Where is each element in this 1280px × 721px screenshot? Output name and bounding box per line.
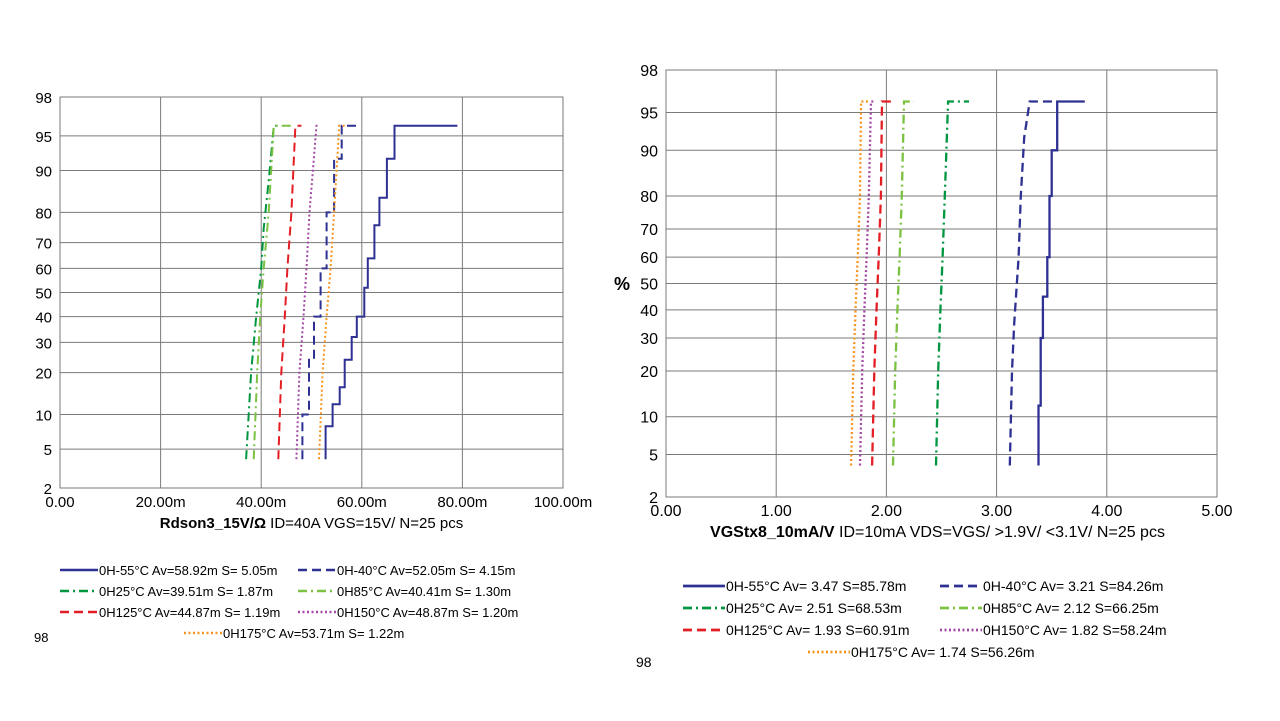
rdson-probability-chart: 0.00 20.00m 40.00m 60.00m 80.00m 100.00m 2 5 10 2… [34, 90, 592, 645]
legend-entry-2: 0H25°C Av= 2.51 S=68.53m [726, 600, 902, 616]
y-tick-label: 5 [44, 442, 52, 459]
y-tick-label: 80 [640, 189, 658, 206]
x-tick-label: 0.00 [45, 494, 74, 511]
x-tick-label: 1.00 [761, 503, 792, 520]
y-tick-label: 40 [640, 303, 658, 320]
series-line-3 [891, 100, 914, 466]
series-line-0 [1037, 100, 1085, 466]
y-tick-label: 20 [640, 364, 658, 381]
x-tick-label: 0.00 [650, 503, 681, 520]
y-tick-label: 98 [640, 63, 658, 80]
legend-entry-4: 0H125°C Av= 1.93 S=60.91m [726, 622, 910, 638]
y-tick-label: 90 [35, 164, 52, 181]
y-tick-label: 10 [35, 407, 52, 424]
x-tick-label: 60.00m [337, 494, 387, 511]
series-line-1 [301, 124, 357, 460]
series-line-4 [277, 124, 302, 460]
series-line-5 [295, 124, 319, 460]
y-tick-label: 2 [649, 490, 658, 507]
x-axis-label-main: VGStx8_10mA/V [710, 524, 835, 541]
footer-fragment: 98 [34, 630, 48, 645]
y-tick-label: 30 [35, 335, 52, 352]
legend-entry-3: 0H85°C Av= 2.12 S=66.25m [983, 600, 1159, 616]
y-tick-label: 90 [640, 143, 658, 160]
x-tick-label: 2.00 [871, 503, 902, 520]
legend-entry-0: 0H-55°C Av= 3.47 S=85.78m [726, 578, 906, 594]
series-line-6 [318, 124, 347, 460]
y-tick-label: 95 [640, 106, 658, 123]
x-tick-label: 80.00m [437, 494, 487, 511]
legend-entry-1: 0H-40°C Av=52.05m S= 4.15m [337, 563, 515, 578]
x-tick-label: 4.00 [1091, 503, 1122, 520]
x-tick-label: 100.00m [534, 494, 592, 511]
legend-entry-4: 0H125°C Av=44.87m S= 1.19m [99, 605, 280, 620]
x-tick-label: 3.00 [981, 503, 1012, 520]
y-tick-label: 30 [640, 331, 658, 348]
legend-entry-1: 0H-40°C Av= 3.21 S=84.26m [983, 578, 1163, 594]
legend-entry-6: 0H175°C Av= 1.74 S=56.26m [851, 644, 1035, 660]
legend-entry-5: 0H150°C Av= 1.82 S=58.24m [983, 622, 1167, 638]
series-line-5 [858, 100, 876, 466]
y-tick-label: 20 [35, 366, 52, 383]
x-axis-label: VGStx8_10mA/V ID=10mA VDS=VGS/ >1.9V/ <3… [710, 524, 1165, 541]
y-tick-label: 10 [640, 410, 658, 427]
legend-entry-5: 0H150°C Av=48.87m S= 1.20m [337, 605, 518, 620]
y-tick-label: 60 [640, 250, 658, 267]
x-axis-label-conditions: ID=10mA VDS=VGS/ >1.9V/ <3.1V/ N=25 pcs [835, 524, 1165, 541]
series-line-0 [324, 124, 458, 460]
y-tick-label: 70 [35, 236, 52, 253]
series-line-2 [934, 100, 969, 466]
y-tick-label: 50 [35, 286, 52, 303]
footer-fragment: 98 [636, 654, 652, 670]
series-line-4 [870, 100, 892, 466]
legend-entry-2: 0H25°C Av=39.51m S= 1.87m [99, 584, 273, 599]
y-tick-label: 60 [35, 261, 52, 278]
x-axis-label-conditions: ID=40A VGS=15V/ N=25 pcs [266, 515, 463, 532]
series-line-6 [849, 100, 870, 466]
x-axis-label: Rdson3_15V/Ω ID=40A VGS=15V/ N=25 pcs [160, 515, 463, 532]
x-tick-label: 40.00m [236, 494, 286, 511]
series-line-1 [1008, 100, 1058, 466]
legend-entry-6: 0H175°C Av=53.71m S= 1.22m [223, 626, 404, 641]
y-tick-label: 2 [44, 481, 52, 498]
y-tick-label: 98 [35, 90, 52, 107]
y-tick-label: 40 [35, 310, 52, 327]
y-tick-label: 50 [640, 277, 658, 294]
legend-entry-0: 0H-55°C Av=58.92m S= 5.05m [99, 563, 277, 578]
y-tick-label: 95 [35, 129, 52, 146]
y-tick-label: 70 [640, 222, 658, 239]
y-tick-label: 80 [35, 205, 52, 222]
x-tick-label: 5.00 [1201, 503, 1232, 520]
x-tick-label: 20.00m [136, 494, 186, 511]
y-tick-label: 5 [649, 447, 658, 464]
x-axis-label-main: Rdson3_15V/Ω [160, 515, 266, 532]
legend-entry-3: 0H85°C Av=40.41m S= 1.30m [337, 584, 511, 599]
y-axis-label: % [614, 274, 630, 294]
series-line-3 [252, 124, 292, 460]
